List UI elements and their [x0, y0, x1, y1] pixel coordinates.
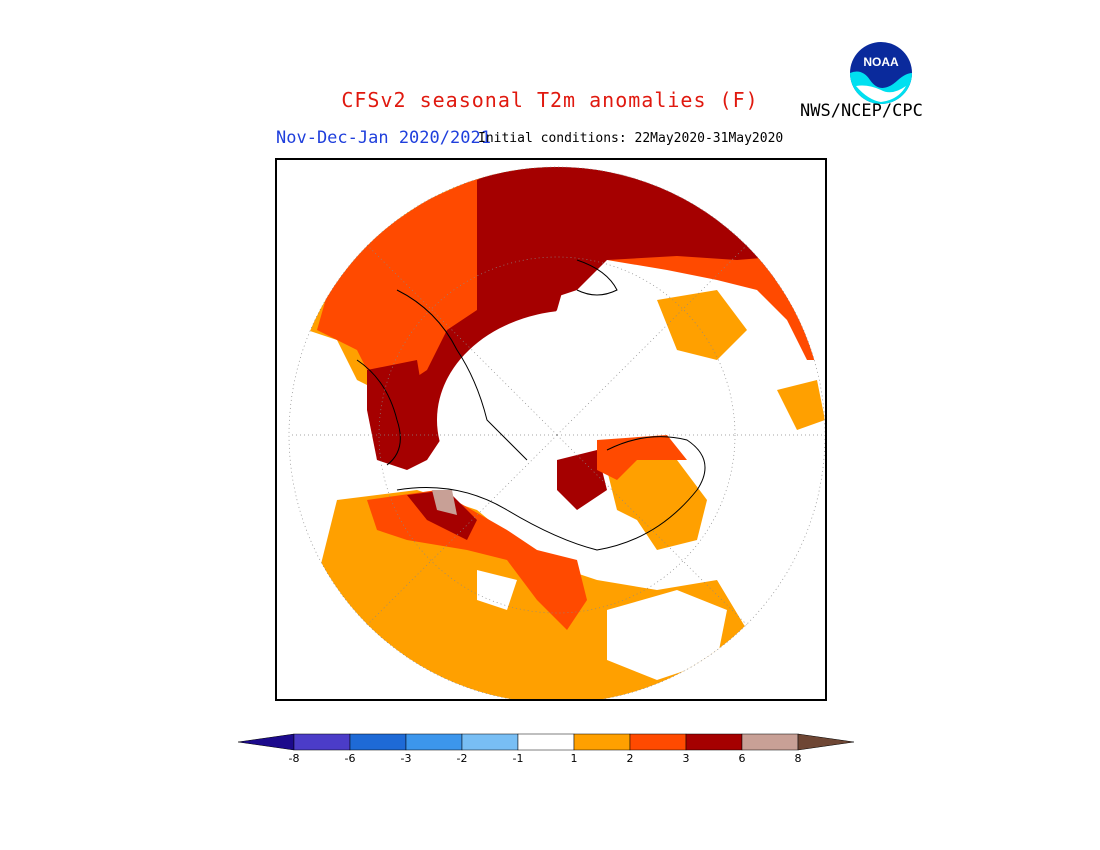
colorbar-tick-label: -1	[512, 752, 524, 765]
colorbar-box	[629, 733, 687, 751]
map-title: CFSv2 seasonal T2m anomalies (F)	[341, 88, 759, 112]
colorbar-arrow-low	[237, 733, 295, 751]
map-frame	[275, 158, 827, 701]
anomaly-region-darkred-barents	[407, 490, 477, 540]
colorbar-arrow-high	[797, 733, 855, 751]
coastline-greenland	[356, 359, 401, 466]
colorbar-box	[685, 733, 743, 751]
forecast-period: Nov-Dec-Jan 2020/2021	[276, 128, 491, 148]
graticule-meridian-3	[366, 244, 558, 436]
colorbar-tick-label: 3	[682, 752, 690, 765]
colorbar-box	[741, 733, 799, 751]
graticule-meridian-6	[366, 434, 558, 626]
colorbar-box	[293, 733, 351, 751]
colorbar-box	[349, 733, 407, 751]
anomaly-region-orange-siberia	[607, 440, 707, 550]
colorbar-tick-label: 8	[794, 752, 802, 765]
agency-label: NWS/NCEP/CPC	[800, 101, 923, 121]
noaa-logo-text: NOAA	[863, 55, 899, 69]
colorbar-tick-label: 2	[626, 752, 634, 765]
anomaly-region-tan-svalbard	[432, 490, 457, 515]
colorbar-box	[461, 733, 519, 751]
anomaly-region-white-europe	[477, 570, 517, 610]
colorbar-tick-label: -8	[288, 752, 300, 765]
anomaly-region-white-central-asia	[607, 590, 727, 680]
graticule-meridian-4	[556, 434, 748, 626]
anomaly-region-darkred-taymyr	[557, 450, 607, 510]
coastline-alaska	[576, 259, 618, 296]
anomaly-region-red-pacific-edge	[607, 256, 825, 360]
coastline-north-america	[396, 289, 528, 461]
anomaly-region-red-eastsiberia	[597, 435, 687, 480]
graticule-circle-60	[378, 256, 736, 614]
graticule-meridian-5	[556, 244, 748, 436]
noaa-logo-icon: NOAA	[848, 40, 914, 106]
colorbar-tick-label: -2	[456, 752, 468, 765]
colorbar-tick-label: 6	[738, 752, 746, 765]
anomaly-region-orange-bering	[777, 380, 825, 430]
initial-conditions: Initial conditions: 22May2020-31May2020	[478, 131, 784, 146]
colorbar-tick-label: -6	[344, 752, 356, 765]
colorbar-box	[573, 733, 631, 751]
colorbar-box	[517, 733, 575, 751]
anomaly-region-red-scandinavia	[367, 490, 587, 630]
colorbar-tick-label: 1	[570, 752, 578, 765]
polar-map	[288, 166, 825, 699]
colorbar	[237, 733, 862, 755]
anomaly-region-orange-alaska	[657, 290, 747, 360]
colorbar-box	[405, 733, 463, 751]
coastline-eurasia	[396, 436, 706, 551]
colorbar-tick-label: -3	[400, 752, 412, 765]
